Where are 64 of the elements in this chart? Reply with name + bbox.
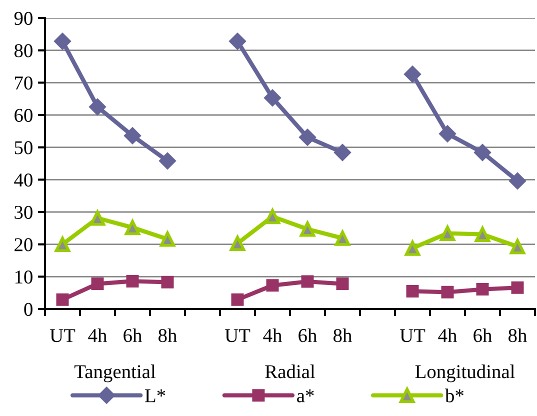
x-tick-label: UT [400,329,426,342]
point [230,236,246,252]
point [300,221,316,237]
y-tick-label: 40 [14,173,32,187]
point [264,208,280,224]
x-tick-label: 6h [298,328,317,342]
point [90,210,106,226]
point [91,278,104,290]
point [54,32,72,50]
x-tick-label: UT [50,329,76,342]
point [266,279,279,292]
text: Tangential [74,364,156,382]
point [228,32,246,50]
x-tick-label: 8h [508,328,527,342]
x-tick-label: 6h [474,328,492,342]
point [438,125,456,142]
y-tick-label: 90 [14,12,32,25]
point [441,286,454,298]
y-tick-label: 80 [14,44,32,58]
point [440,226,456,241]
point [88,98,106,116]
point [161,276,174,288]
point [301,275,314,288]
y-tick-label: 20 [14,238,32,252]
point [476,283,489,296]
text: Longitudinal [415,364,515,382]
point [124,127,142,144]
point [160,232,176,247]
x-tick-label: UT [224,329,250,342]
y-tick-label: 0 [24,302,32,316]
point [231,293,244,306]
x-tick-label: 8h [334,328,352,342]
y-tick-label: 30 [14,206,32,219]
point [404,240,420,256]
y-tick-label: 50 [14,141,32,154]
legend-label: L* [145,389,166,402]
point [126,274,139,288]
point [510,238,526,254]
x-tick-label: 4h [263,328,282,342]
point [334,230,350,246]
point [508,172,526,190]
point [406,284,419,298]
x-tick-label: 4h [88,328,107,342]
x-tick-label: 6h [124,328,142,342]
x-tick-label: 8h [158,328,177,342]
point [298,128,316,146]
y-tick-label: 70 [15,76,32,90]
point [404,66,422,83]
y-tick-label: 10 [15,270,32,284]
point [511,281,524,294]
point [336,278,349,290]
point [474,226,490,242]
point [264,89,282,106]
point [56,293,69,306]
legend-label: b* [445,388,464,402]
legend-label: a* [297,389,314,402]
x-tick-label: 4h [438,328,457,342]
y-tick-label: 60 [14,108,32,122]
point [334,144,352,162]
point [474,144,492,162]
point [124,220,140,236]
point [54,236,70,252]
point [158,152,176,170]
text: Radial [265,364,315,378]
